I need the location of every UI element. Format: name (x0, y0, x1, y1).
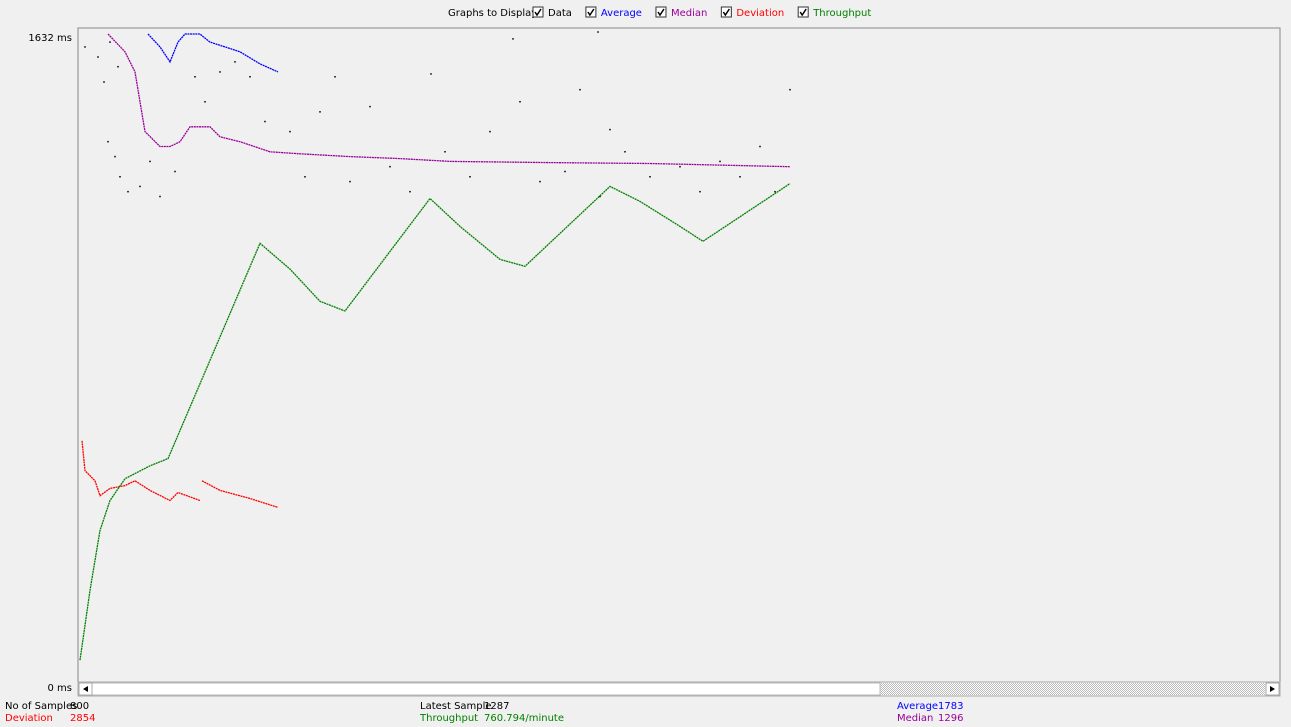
data-point (430, 73, 432, 75)
data-point (84, 46, 86, 48)
data-point (107, 140, 109, 143)
legend-label: Throughput (812, 8, 871, 19)
stat-value: 1783 (938, 701, 963, 712)
data-point (319, 111, 321, 113)
header-title: Graphs to Display (448, 8, 537, 19)
stat-label: Median (897, 713, 933, 724)
data-point (149, 160, 151, 163)
data-point (194, 76, 196, 78)
legend-label: Data (548, 8, 572, 19)
data-point (97, 56, 99, 58)
plot (79, 31, 791, 661)
data-point (304, 176, 306, 178)
data-point (774, 190, 776, 193)
series-line (79, 183, 791, 661)
stat-label: Average (897, 701, 938, 712)
checkmark (799, 8, 807, 17)
series-line (147, 33, 279, 73)
data-point (789, 88, 791, 91)
data-point (249, 76, 251, 78)
checkbox[interactable] (655, 6, 667, 18)
stat-value: 1296 (938, 713, 963, 724)
arrow-left (83, 686, 88, 692)
data-point (759, 145, 761, 148)
legend-label: Average (601, 8, 642, 19)
series-line (107, 33, 791, 168)
data-point (159, 195, 161, 198)
stat-value: 1287 (484, 701, 509, 712)
y-tick-label: 1632 ms (28, 33, 72, 44)
data-point (719, 160, 721, 163)
data-point (117, 65, 119, 68)
data-point (597, 31, 599, 33)
data-point (334, 76, 336, 78)
checkbox[interactable] (532, 6, 544, 18)
stat-value: 2854 (70, 713, 95, 724)
data-point (609, 128, 611, 131)
checkmark (587, 8, 595, 17)
data-point (119, 176, 121, 178)
stat-label: Throughput (419, 713, 478, 724)
data-point (739, 176, 741, 178)
data-point (103, 81, 105, 83)
data-point (349, 180, 351, 183)
stat-label: No of Samples (5, 701, 77, 712)
checkbox[interactable] (797, 6, 809, 18)
scroll-thumb[interactable] (91, 682, 881, 696)
data-point (649, 176, 651, 178)
legend-label: Deviation (736, 8, 784, 19)
series-toggles: Data Average Median Deviation Throughput (532, 6, 871, 19)
checkmark (722, 8, 730, 17)
checkbox[interactable] (585, 6, 597, 18)
data-point (234, 61, 236, 63)
data-point (444, 151, 446, 153)
legend-label: Median (671, 8, 707, 19)
data-point (519, 101, 521, 103)
data-point (389, 165, 391, 168)
data-point (204, 101, 206, 103)
data-point (139, 185, 141, 188)
data-point (564, 170, 566, 173)
data-point (489, 130, 491, 133)
y-tick-label: 0 ms (48, 683, 73, 694)
data-point (539, 180, 541, 183)
stat-label: Deviation (5, 713, 53, 724)
checkmark (657, 8, 665, 17)
data-point (579, 88, 581, 91)
checkmark (534, 8, 542, 17)
data-point (599, 195, 601, 198)
arrow-right (1270, 686, 1275, 692)
data-point (679, 165, 681, 168)
data-point (512, 38, 514, 40)
data-point (469, 176, 471, 178)
data-point (699, 190, 701, 193)
data-point (109, 41, 111, 43)
stat-label: Latest Sample (420, 701, 492, 712)
scrollbar (77, 681, 1281, 697)
data-point (289, 130, 291, 133)
data-point (219, 71, 221, 73)
series-line (81, 440, 279, 509)
data-point (264, 120, 266, 123)
data-point (174, 170, 176, 173)
data-point (127, 190, 129, 193)
stat-value: 760.794/minute (484, 713, 564, 724)
data-point (114, 155, 116, 158)
checkbox[interactable] (720, 6, 732, 18)
stat-value: 800 (70, 701, 89, 712)
scroll-track-hatch (880, 683, 1265, 695)
plot-area (77, 27, 1281, 683)
data-point (409, 190, 411, 193)
data-point (624, 151, 626, 153)
data-point (369, 105, 371, 108)
